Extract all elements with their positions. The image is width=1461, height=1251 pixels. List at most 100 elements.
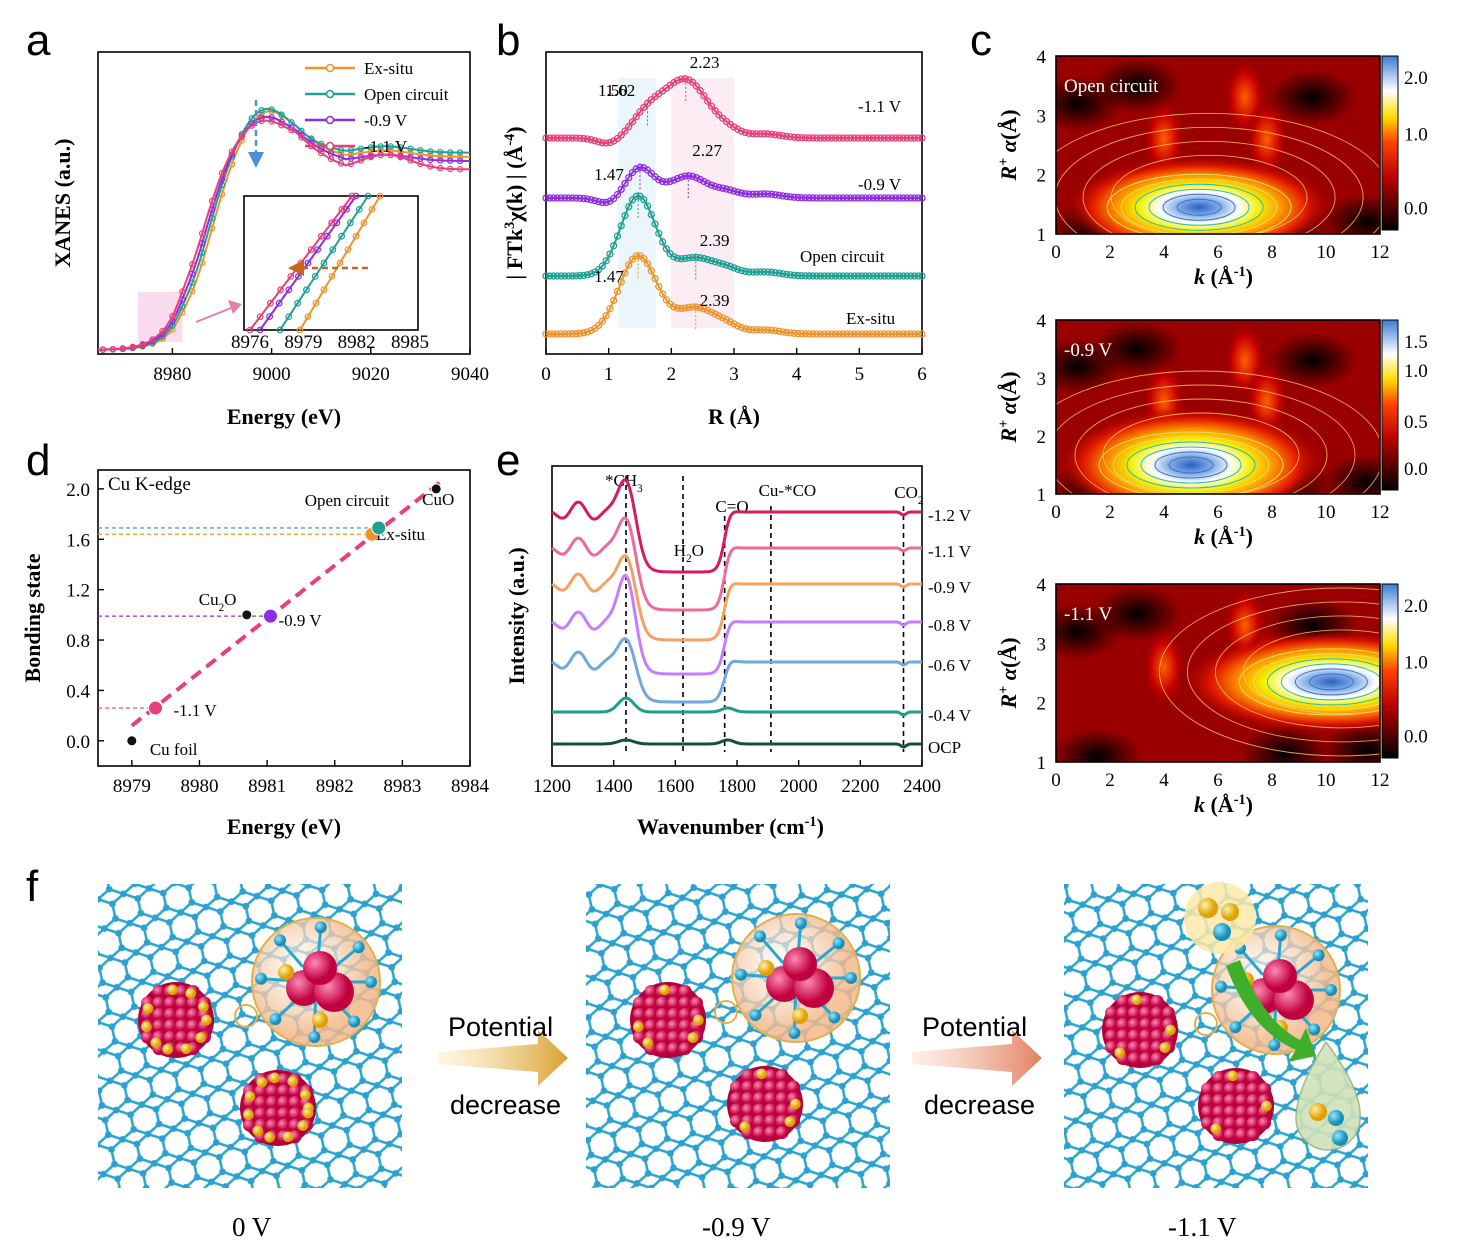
ft-marker [602, 139, 610, 147]
zoom-carbon [1268, 1038, 1281, 1051]
ft-marker [813, 134, 821, 142]
cu-atom [667, 1042, 681, 1055]
ft-marker [564, 330, 573, 338]
ft-marker [846, 272, 855, 280]
ft-marker [704, 179, 712, 188]
cu-atom [141, 1030, 154, 1044]
y-tick-label-d: 0.8 [66, 631, 90, 652]
xanes-marker [437, 153, 444, 160]
heatmap-title: -1.1 V [1064, 604, 1112, 625]
cu-atom [243, 1118, 256, 1132]
ft-marker [910, 134, 919, 142]
contour-line [1238, 648, 1380, 716]
text-part: 2 [686, 553, 692, 565]
ft-marker [786, 329, 795, 337]
text-part: ) [1246, 524, 1253, 549]
x-tick-label-d: 8983 [383, 776, 421, 797]
ft-marker [910, 272, 919, 280]
ft-marker [587, 326, 595, 335]
droplet-atom [1309, 1103, 1327, 1121]
ft-marker [730, 320, 738, 328]
text-part: 3 [502, 222, 518, 229]
ft-marker [741, 190, 749, 198]
ft-marker [775, 191, 783, 199]
ft-marker [873, 330, 881, 338]
outer-contour [1074, 398, 1328, 494]
inset-marker [304, 259, 312, 267]
legend-label: Ex-situ [364, 59, 414, 78]
ft-marker [546, 194, 554, 202]
cu-atom [288, 1084, 302, 1098]
ft-marker [888, 330, 896, 338]
ft-marker [730, 264, 738, 272]
zoom-carbon [1325, 984, 1337, 996]
dopant-atom [784, 1116, 796, 1127]
ft-marker [632, 113, 640, 121]
ft-marker [876, 134, 885, 142]
ft-marker [798, 272, 806, 280]
data-point [126, 735, 138, 747]
text-part: Cu [199, 590, 219, 609]
text-part: ) [1246, 264, 1253, 289]
ft-marker [719, 184, 727, 192]
xanes-marker [268, 106, 275, 113]
ft-marker [700, 305, 708, 313]
cu-atom [254, 1107, 268, 1121]
zoom-carbon [269, 1013, 282, 1026]
ft-marker [594, 321, 603, 330]
cu-atom [752, 1114, 766, 1128]
ft-marker [782, 270, 791, 279]
ir-spectrum [551, 573, 922, 676]
arrow1-text-top: Potential [448, 1012, 554, 1042]
series-label-b: -0.9 V [858, 175, 902, 194]
x-tick-label-d: 8981 [248, 776, 286, 797]
ft-marker [824, 330, 832, 338]
zoom-carbon [274, 934, 287, 947]
series-label-e: -1.2 V [928, 506, 972, 525]
ft-marker [828, 272, 836, 280]
ft-marker [764, 190, 772, 198]
zoom-arrow [195, 305, 237, 323]
ft-marker [673, 174, 682, 183]
ft-marker [734, 265, 742, 273]
ft-marker [858, 194, 866, 202]
ft-marker [831, 330, 840, 338]
ft-marker [873, 134, 881, 142]
ft-marker [553, 194, 561, 202]
xanes-marker [109, 345, 117, 353]
ft-marker [820, 194, 828, 202]
colorbar-label: 1.0 [1404, 652, 1428, 673]
ft-marker [542, 134, 550, 142]
ft-marker [625, 203, 633, 211]
cu-atom [277, 1107, 291, 1121]
dopant-atom [162, 1043, 173, 1055]
ft-marker [918, 134, 926, 142]
ft-marker [643, 202, 652, 210]
cu-atom [730, 1091, 743, 1105]
xanes-marker [298, 127, 305, 135]
inset-marker [275, 299, 283, 307]
contour-line [1252, 653, 1380, 711]
ft-marker [899, 134, 907, 142]
zoom-carbon [352, 941, 365, 954]
xanes-marker [268, 114, 275, 121]
axes-frame-d [97, 469, 471, 767]
cu-atom [655, 1007, 669, 1021]
dark-region [1321, 454, 1380, 494]
xanes-marker [407, 157, 414, 164]
ft-marker [640, 103, 648, 112]
ft-marker [760, 130, 768, 138]
ir-spectrum [551, 637, 922, 704]
ft-marker [745, 190, 753, 198]
x-axis-label-c: k (Å-1) [1194, 524, 1253, 549]
ft-marker [775, 269, 783, 277]
ft-marker [745, 325, 753, 334]
ft-marker [779, 132, 787, 140]
cu-atom [633, 996, 646, 1010]
cu-atom [752, 1080, 766, 1094]
ft-marker [598, 262, 607, 270]
ft-marker [839, 330, 847, 338]
ft-marker [598, 198, 607, 207]
cu-atom [775, 1091, 789, 1105]
cu-atom [175, 1030, 189, 1044]
